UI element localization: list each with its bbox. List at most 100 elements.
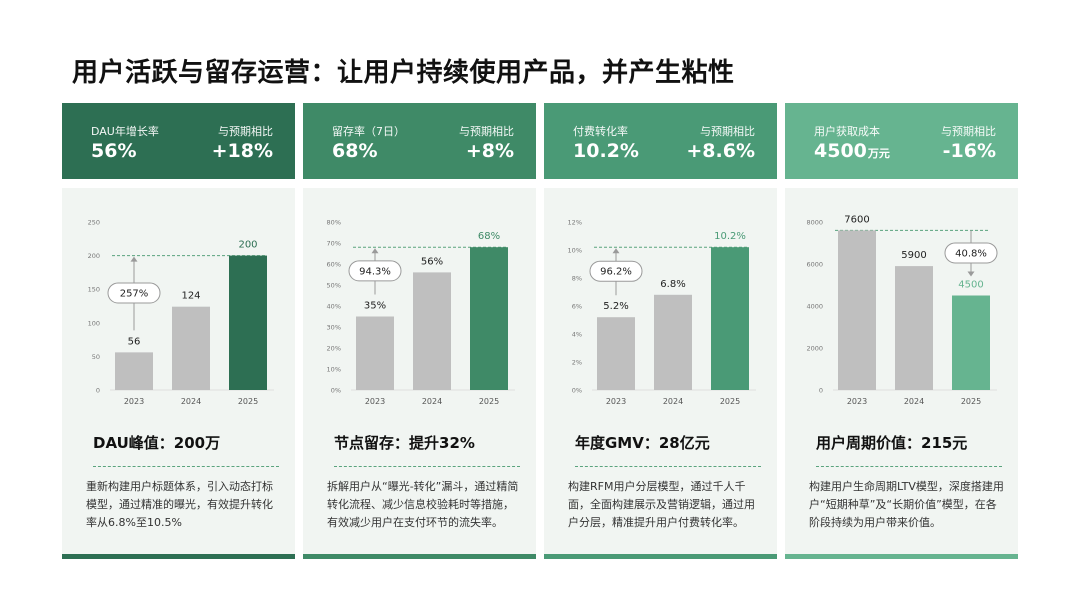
callout-value: 96.2% bbox=[600, 267, 632, 278]
x-tick-label: 2025 bbox=[961, 397, 981, 406]
y-tick-label: 10% bbox=[568, 247, 582, 255]
change-callout: 96.2% bbox=[589, 248, 643, 296]
panel-description: 拆解用户从“曝光-转化”漏斗，通过精简转化流程、减少信息校验耗时等措施，有效减少… bbox=[327, 480, 519, 529]
bar-value-label: 5900 bbox=[901, 250, 926, 261]
callout-value: 94.3% bbox=[359, 266, 391, 277]
panel-heading: DAU峰值：200万 bbox=[93, 434, 221, 452]
kpi-row: DAU年增长率 56% 与预期相比 +18% 留存率（7日） 68% 与预期相比… bbox=[62, 103, 1019, 179]
kpi-value: 68% bbox=[332, 140, 378, 162]
y-tick-label: 70% bbox=[327, 240, 341, 248]
x-tick-label: 2024 bbox=[422, 397, 442, 406]
kpi-value: 4500万元 bbox=[814, 140, 890, 162]
arrow-up-icon bbox=[612, 248, 620, 254]
change-callout: 257% bbox=[107, 256, 161, 331]
kpi-compare-value: +8% bbox=[465, 140, 514, 162]
x-tick-label: 2025 bbox=[720, 397, 740, 406]
bar-value-label: 56 bbox=[128, 336, 141, 347]
bar bbox=[952, 295, 990, 390]
y-tick-label: 250 bbox=[88, 219, 100, 227]
x-tick-label: 2024 bbox=[181, 397, 201, 406]
y-tick-label: 8000 bbox=[806, 219, 823, 227]
callout-pill bbox=[944, 242, 998, 264]
bar-value-label: 200 bbox=[238, 240, 257, 251]
y-tick-label: 60% bbox=[327, 261, 341, 269]
bar bbox=[413, 272, 451, 390]
y-tick-label: 30% bbox=[327, 324, 341, 332]
panel-divider bbox=[575, 466, 761, 467]
kpi-label: DAU年增长率 bbox=[91, 125, 159, 138]
y-tick-label: 0 bbox=[96, 387, 100, 395]
kpi-compare-value: +8.6% bbox=[686, 140, 755, 162]
x-tick-label: 2024 bbox=[904, 397, 924, 406]
panel-description: 重新构建用户标题体系，引入动态打标模型，通过精准的曝光，有效提升转化率从6.8%… bbox=[86, 480, 273, 529]
y-tick-label: 0% bbox=[572, 387, 582, 395]
bar-value-label: 35% bbox=[364, 301, 386, 312]
y-tick-label: 10% bbox=[327, 366, 341, 374]
x-tick-label: 2023 bbox=[847, 397, 867, 406]
y-tick-label: 150 bbox=[88, 286, 100, 294]
y-tick-label: 4% bbox=[572, 331, 582, 339]
panel-divider bbox=[816, 466, 1002, 467]
arrow-down-icon bbox=[967, 271, 975, 277]
panel-heading: 年度GMV：28亿元 bbox=[575, 434, 710, 452]
y-tick-label: 8% bbox=[572, 275, 582, 283]
panel-divider bbox=[93, 466, 279, 467]
bar bbox=[895, 266, 933, 390]
x-tick-label: 2023 bbox=[365, 397, 385, 406]
panel-heading: 节点留存：提升32% bbox=[334, 434, 475, 452]
arrow-up-icon bbox=[130, 256, 138, 262]
kpi-card-dau: DAU年增长率 56% 与预期相比 +18% bbox=[62, 103, 295, 179]
y-tick-label: 0 bbox=[819, 387, 823, 395]
y-tick-label: 0% bbox=[331, 387, 341, 395]
callout-value: 40.8% bbox=[955, 248, 987, 259]
bar bbox=[356, 316, 394, 390]
bar-value-label: 7600 bbox=[844, 214, 869, 225]
kpi-compare-label: 与预期相比 bbox=[459, 125, 514, 138]
x-tick-label: 2025 bbox=[479, 397, 499, 406]
bar bbox=[838, 230, 876, 390]
change-callout: 40.8% bbox=[944, 230, 998, 277]
bar bbox=[470, 247, 508, 390]
y-tick-label: 50 bbox=[92, 353, 100, 361]
kpi-compare-value: -16% bbox=[942, 140, 996, 162]
panel-heading: 用户周期价值：215元 bbox=[816, 434, 968, 452]
y-tick-label: 6000 bbox=[806, 261, 823, 269]
x-tick-label: 2023 bbox=[606, 397, 626, 406]
callout-pill bbox=[589, 260, 643, 282]
panel-bottom-bar bbox=[785, 554, 1018, 559]
panel-bottom-bar bbox=[62, 554, 295, 559]
bar-chart: 0% 10% 20% 30% 40% 50% 60% 70% 80% 35% 2023 56% 2024… bbox=[327, 219, 515, 406]
y-tick-label: 50% bbox=[327, 282, 341, 290]
y-tick-label: 6% bbox=[572, 303, 582, 311]
y-tick-label: 200 bbox=[88, 252, 100, 260]
kpi-compare-label: 与预期相比 bbox=[218, 125, 273, 138]
bar-chart: 0% 2% 4% 6% 8% 10% 12% 5.2% 2023 6.8% 2024 10.2% 202… bbox=[568, 219, 756, 406]
kpi-card-conversion: 付费转化率 10.2% 与预期相比 +8.6% bbox=[544, 103, 777, 179]
bar bbox=[172, 306, 210, 390]
bar-value-label: 68% bbox=[478, 231, 500, 242]
page-title: 用户活跃与留存运营：让用户持续使用产品，并产生粘性 bbox=[72, 58, 735, 88]
kpi-compare-label: 与预期相比 bbox=[941, 125, 996, 138]
bar-chart: 0 50 100 150 200 250 56 2023 124 2024 200 2025 257% bbox=[88, 219, 274, 406]
panel-dau: 0 50 100 150 200 250 56 2023 124 2024 200 2025 257% … bbox=[62, 188, 295, 559]
bar bbox=[115, 352, 153, 390]
bar bbox=[654, 294, 692, 390]
panel-divider bbox=[334, 466, 520, 467]
panel-row: 0 50 100 150 200 250 56 2023 124 2024 200 2025 257% … bbox=[62, 188, 1019, 559]
kpi-label: 付费转化率 bbox=[573, 125, 628, 138]
bar-value-label: 124 bbox=[181, 291, 200, 302]
bar bbox=[597, 317, 635, 390]
arrow-up-icon bbox=[371, 248, 379, 254]
kpi-compare-label: 与预期相比 bbox=[700, 125, 755, 138]
callout-value: 257% bbox=[120, 288, 149, 299]
x-tick-label: 2024 bbox=[663, 397, 683, 406]
change-callout: 94.3% bbox=[348, 248, 402, 295]
panel-retention: 0% 10% 20% 30% 40% 50% 60% 70% 80% 35% 2023 56% 2024… bbox=[303, 188, 536, 559]
panel-bottom-bar bbox=[544, 554, 777, 559]
x-tick-label: 2025 bbox=[238, 397, 258, 406]
y-tick-label: 2% bbox=[572, 359, 582, 367]
y-tick-label: 4000 bbox=[806, 303, 823, 311]
x-tick-label: 2023 bbox=[124, 397, 144, 406]
y-tick-label: 100 bbox=[88, 319, 100, 327]
y-tick-label: 40% bbox=[327, 303, 341, 311]
